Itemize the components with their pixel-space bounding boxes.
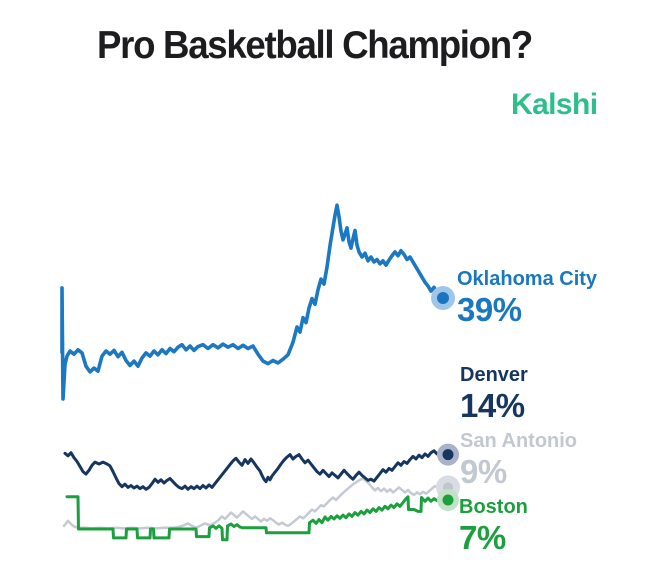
series-value-boston: 7% (459, 519, 506, 556)
series-value-san-antonio: 9% (460, 453, 507, 490)
series-label-san-antonio: San Antonio 9% (460, 431, 577, 488)
series-name-oklahoma-city: Oklahoma City (457, 268, 598, 290)
kalshi-logo: Kalshi (511, 88, 598, 121)
oklahoma-city-line (60, 203, 445, 401)
series-value-denver: 14% (460, 387, 525, 424)
series-label-boston: Boston 7% (459, 497, 528, 554)
page-title: Pro Basketball Champion? (97, 24, 533, 67)
boston-line (65, 495, 450, 542)
series-label-denver: Denver 14% (460, 365, 528, 422)
series-name-san-antonio: San Antonio (460, 430, 578, 452)
denver-endpoint-dot (442, 449, 454, 461)
series-value-oklahoma-city: 39% (457, 291, 522, 328)
boston-endpoint-dot (442, 494, 454, 506)
denver-line (63, 449, 450, 491)
series-name-denver: Denver (460, 364, 528, 386)
series-label-oklahoma-city: Oklahoma City 39% (457, 269, 597, 326)
oklahoma-city-endpoint-dot (437, 292, 449, 304)
series-name-boston: Boston (459, 496, 528, 518)
